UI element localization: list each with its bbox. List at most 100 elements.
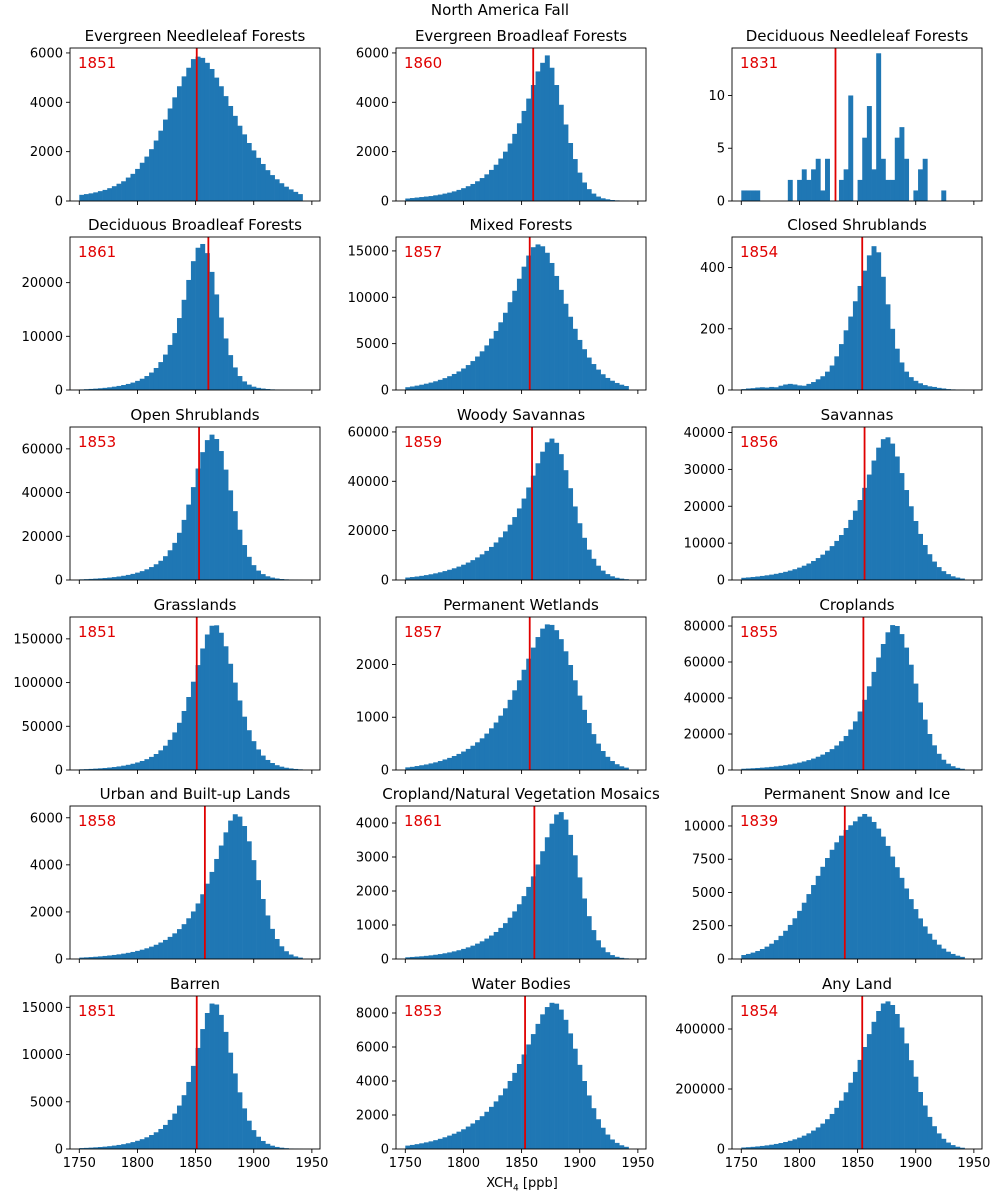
histogram-bar: [591, 364, 597, 390]
histogram-bar: [97, 578, 103, 580]
histogram-bar: [493, 542, 499, 580]
histogram-bar: [200, 1029, 206, 1149]
histogram-bar: [186, 504, 192, 580]
y-tick-label: 0: [55, 195, 63, 210]
histogram-bar: [890, 328, 896, 390]
y-tick-label: 20000: [348, 524, 389, 539]
y-tick-label: 400: [700, 261, 725, 276]
y-tick-label: 2000: [30, 145, 63, 160]
panel-title: Cropland/Natural Vegetation Mosaics: [382, 785, 660, 803]
histogram-panel: Permanent Snow and Ice 1839 0 2500 5000 7500 1…: [684, 785, 983, 968]
histogram-bar: [167, 739, 173, 770]
histogram-bar: [918, 702, 923, 770]
histogram-bar: [927, 933, 933, 959]
y-tick-label: 0: [55, 384, 63, 399]
histogram-bar: [428, 382, 434, 390]
median-value-label: 1856: [740, 433, 778, 451]
histogram-bar: [945, 389, 951, 390]
histogram-bar: [163, 119, 168, 201]
histogram-bar: [433, 954, 439, 959]
histogram-bar: [741, 577, 747, 580]
histogram-bar: [806, 563, 812, 580]
histogram-bar: [293, 191, 299, 201]
histogram-bar: [530, 247, 536, 390]
histogram-bar: [792, 569, 798, 580]
histogram-bar: [913, 190, 919, 201]
histogram-bar: [540, 62, 546, 202]
histogram-bar: [797, 1137, 803, 1149]
histogram-bar: [116, 385, 122, 390]
histogram-panel: Urban and Built-up Lands 1858 0 2000 4000 600…: [30, 785, 321, 968]
histogram-bar: [470, 745, 476, 770]
histogram-bar: [848, 316, 854, 390]
histogram-bar: [246, 730, 252, 770]
histogram-bar: [605, 1134, 611, 1149]
histogram-bar: [153, 367, 159, 390]
histogram-bar: [871, 671, 877, 770]
y-tick-label: 0: [717, 384, 725, 399]
histogram-bar: [600, 947, 606, 959]
histogram-bar: [619, 1145, 625, 1149]
histogram-bar: [181, 1095, 187, 1149]
median-value-label: 1858: [78, 812, 116, 830]
histogram-bar: [93, 768, 99, 770]
y-tick-label: 60000: [348, 425, 389, 440]
histogram-bar: [456, 189, 462, 201]
histogram-bar: [437, 194, 443, 201]
histogram-bar: [512, 517, 518, 580]
histogram-bar: [135, 762, 141, 770]
histogram-bar: [88, 578, 94, 580]
histogram-bar: [609, 200, 615, 201]
histogram-bar: [609, 1139, 615, 1149]
histogram-bar: [866, 106, 872, 201]
histogram-bar: [797, 567, 803, 580]
histogram-bar: [246, 384, 252, 390]
y-tick-label: 1000: [356, 711, 389, 726]
histogram-bar: [163, 939, 168, 959]
histogram-bar: [251, 860, 257, 959]
histogram-bar: [801, 385, 807, 390]
histogram-bar: [600, 1127, 606, 1149]
histogram-bar: [750, 190, 756, 201]
histogram-bar: [535, 244, 541, 390]
histogram-bar: [955, 767, 961, 770]
histogram-bar: [577, 339, 583, 390]
histogram-bar: [158, 130, 164, 201]
histogram-bar: [204, 634, 210, 770]
histogram-bar: [535, 463, 541, 580]
histogram-bar: [79, 957, 85, 959]
histogram-bar: [769, 386, 775, 390]
histogram-bar: [526, 487, 532, 580]
histogram-bar: [605, 377, 611, 390]
histogram-bar: [554, 275, 560, 390]
y-tick-label: 0: [381, 384, 389, 399]
histogram-bar: [256, 749, 261, 770]
histogram-bar: [475, 1120, 481, 1149]
histogram-bar: [568, 488, 574, 580]
histogram-bar: [614, 1142, 620, 1149]
histogram-bar: [260, 574, 266, 580]
histogram-bar: [139, 571, 145, 580]
histogram-bar: [577, 877, 583, 959]
histogram-bar: [596, 196, 601, 201]
histogram-bar: [237, 1092, 243, 1149]
histogram-bar: [563, 124, 569, 201]
histogram-bar: [153, 754, 159, 770]
histogram-bar: [149, 149, 155, 201]
histogram-bar: [405, 1145, 411, 1149]
histogram-bar: [283, 186, 289, 201]
histogram-bar: [549, 67, 555, 202]
y-tick-label: 100000: [13, 676, 63, 691]
histogram-bar: [102, 767, 108, 770]
histogram-bar: [186, 279, 192, 390]
histogram-bar: [890, 179, 896, 201]
histogram-bar: [843, 735, 849, 770]
histogram-bar: [479, 178, 485, 201]
histogram-bar: [619, 957, 625, 959]
histogram-bar: [526, 886, 532, 959]
histogram-bar: [936, 753, 942, 770]
histogram-bar: [609, 576, 615, 580]
histogram-bar: [577, 523, 583, 580]
histogram-bar: [857, 500, 863, 580]
